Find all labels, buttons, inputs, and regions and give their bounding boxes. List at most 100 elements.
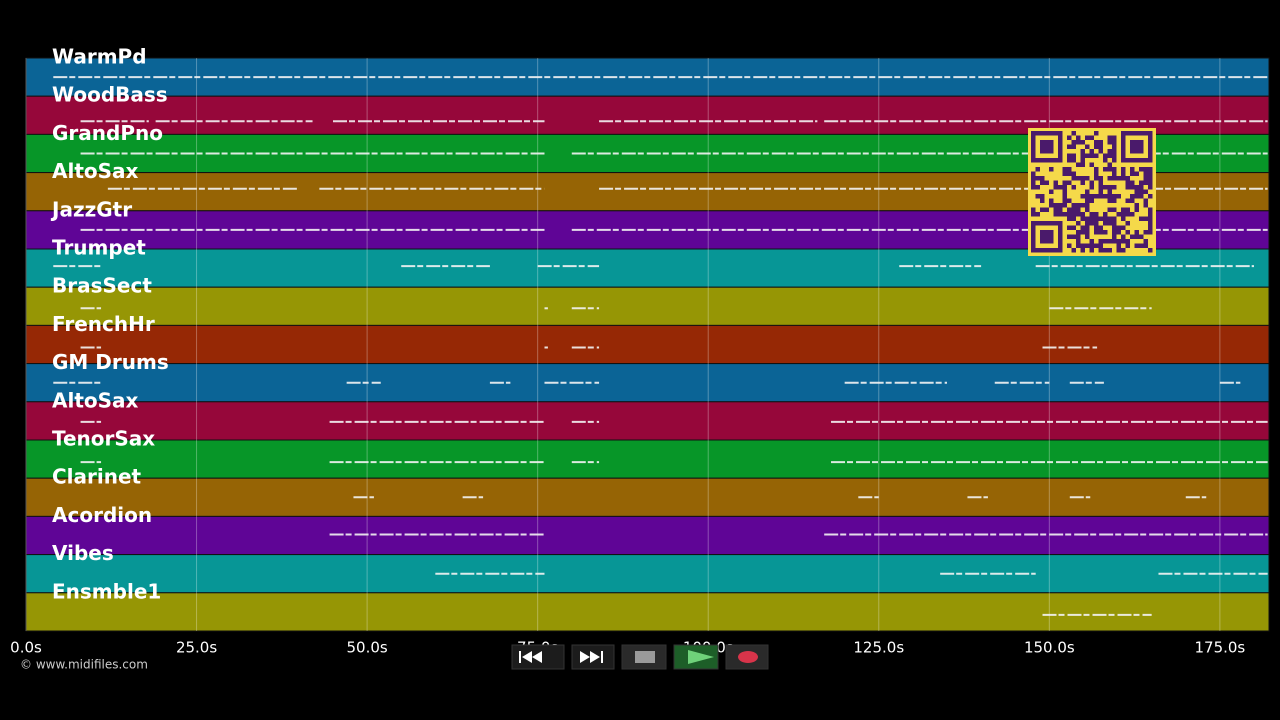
qr-module	[1062, 194, 1067, 199]
lane	[25, 286, 1270, 326]
qr-module	[1031, 171, 1036, 176]
qr-module	[1049, 189, 1054, 194]
qr-module	[1089, 198, 1094, 203]
qr-module	[1107, 149, 1112, 154]
qr-module	[1148, 171, 1153, 176]
qr-module	[1062, 180, 1067, 185]
qr-module	[1089, 221, 1094, 226]
qr-module	[1116, 239, 1121, 244]
qr-module	[1116, 230, 1121, 235]
qr-module	[1076, 135, 1081, 140]
qr-module	[1134, 230, 1139, 235]
qr-module	[1067, 158, 1072, 163]
stop-button[interactable]	[621, 644, 667, 670]
qr-module	[1094, 212, 1099, 217]
qr-module	[1076, 243, 1081, 248]
play-button[interactable]	[673, 644, 719, 670]
qr-module	[1085, 230, 1090, 235]
forward-button[interactable]	[571, 644, 615, 670]
qr-module	[1085, 234, 1090, 239]
qr-module	[1116, 243, 1121, 248]
qr-module	[1080, 212, 1085, 217]
qr-module	[1121, 207, 1126, 212]
qr-module	[1067, 135, 1072, 140]
qr-module	[1044, 180, 1049, 185]
qr-module	[1134, 243, 1139, 248]
transport-controls	[511, 644, 769, 670]
qr-module	[1089, 149, 1094, 154]
qr-module	[1130, 234, 1135, 239]
qr-module	[1067, 234, 1072, 239]
lane	[25, 592, 1270, 632]
qr-module	[1098, 248, 1103, 253]
qr-module	[1125, 221, 1130, 226]
qr-module	[1148, 216, 1153, 221]
qr-module	[1062, 198, 1067, 203]
qr-module	[1062, 189, 1067, 194]
qr-module	[1112, 234, 1117, 239]
qr-module	[1062, 203, 1067, 208]
qr-module	[1121, 248, 1126, 253]
qr-module	[1089, 239, 1094, 244]
qr-module	[1148, 212, 1153, 217]
rewind-button[interactable]	[511, 644, 565, 670]
qr-module	[1103, 239, 1108, 244]
qr-module	[1103, 153, 1108, 158]
qr-module	[1116, 194, 1121, 199]
qr-finder	[1040, 230, 1054, 244]
qr-module	[1049, 167, 1054, 172]
qr-module	[1067, 216, 1072, 221]
qr-module	[1031, 176, 1036, 181]
qr-module	[1035, 194, 1040, 199]
qr-module	[1139, 180, 1144, 185]
qr-module	[1040, 207, 1045, 212]
qr-module	[1121, 234, 1126, 239]
qr-module	[1089, 243, 1094, 248]
qr-module	[1103, 185, 1108, 190]
qr-module	[1076, 234, 1081, 239]
qr-module	[1107, 140, 1112, 145]
qr-module	[1094, 144, 1099, 149]
lane-label: WarmPd	[52, 45, 147, 69]
qr-module	[1125, 180, 1130, 185]
qr-module	[1103, 221, 1108, 226]
qr-module	[1089, 153, 1094, 158]
qr-module	[1107, 207, 1112, 212]
qr-module	[1094, 216, 1099, 221]
qr-module	[1076, 221, 1081, 226]
qr-module	[1089, 248, 1094, 253]
qr-module	[1139, 216, 1144, 221]
qr-module	[1107, 189, 1112, 194]
qr-module	[1107, 248, 1112, 253]
qr-module	[1089, 185, 1094, 190]
qr-module	[1071, 207, 1076, 212]
qr-module	[1112, 153, 1117, 158]
qr-module	[1089, 135, 1094, 140]
tick-label: 125.0s	[853, 639, 904, 657]
lane-label: Trumpet	[52, 236, 146, 260]
qr-module	[1098, 185, 1103, 190]
qr-module	[1148, 221, 1153, 226]
qr-module	[1130, 198, 1135, 203]
qr-module	[1085, 207, 1090, 212]
qr-module	[1112, 135, 1117, 140]
qr-module	[1139, 243, 1144, 248]
qr-module	[1076, 212, 1081, 217]
record-button[interactable]	[725, 644, 769, 670]
qr-module	[1098, 216, 1103, 221]
qr-module	[1067, 144, 1072, 149]
lane	[25, 324, 1270, 365]
qr-module	[1134, 203, 1139, 208]
qr-module	[1067, 198, 1072, 203]
qr-module	[1080, 243, 1085, 248]
qr-module	[1107, 153, 1112, 158]
qr-module	[1071, 212, 1076, 217]
qr-module	[1067, 225, 1072, 230]
tick-label: 0.0s	[10, 639, 42, 657]
qr-module	[1062, 212, 1067, 217]
qr-module	[1040, 198, 1045, 203]
qr-module	[1094, 131, 1099, 136]
qr-module	[1040, 180, 1045, 185]
qr-module	[1130, 171, 1135, 176]
qr-module	[1058, 203, 1063, 208]
